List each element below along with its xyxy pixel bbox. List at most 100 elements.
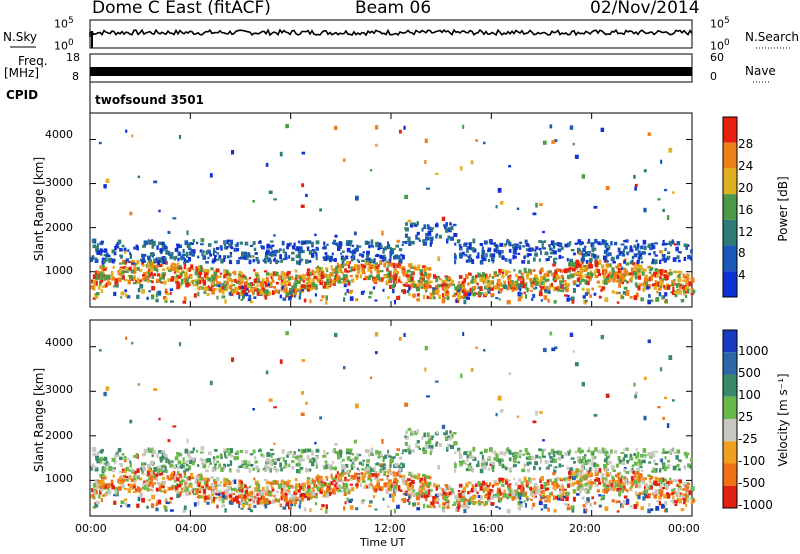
velocity-cell	[356, 475, 361, 480]
power-cell	[254, 278, 258, 283]
power-cell	[483, 276, 487, 281]
velocity-cell	[151, 483, 154, 488]
velocity-cell	[427, 439, 432, 445]
power-cell	[654, 280, 658, 285]
power-cell	[565, 287, 569, 293]
power-cell	[267, 244, 271, 248]
velocity-cell	[597, 477, 601, 482]
velocity-cell	[155, 465, 159, 469]
power-cell	[129, 254, 132, 260]
power-cell	[603, 273, 607, 276]
power-cell	[255, 256, 259, 262]
velocity-cell	[582, 504, 586, 508]
power-cell	[249, 289, 252, 293]
velocity-cell	[151, 470, 154, 473]
power-cell	[576, 247, 581, 251]
power-cell	[431, 294, 435, 297]
velocity-cell	[515, 482, 518, 486]
velocity-cell	[406, 478, 411, 482]
velocity-cell	[204, 496, 208, 500]
velocity-cell	[182, 465, 185, 468]
velocity-cell	[493, 479, 497, 483]
power-cell	[347, 281, 350, 286]
power-cell	[424, 282, 428, 286]
velocity-cell	[344, 464, 349, 468]
power-cell	[101, 257, 106, 262]
velocity-cell	[483, 485, 487, 490]
power-cell	[117, 277, 122, 283]
velocity-cell	[586, 449, 591, 453]
vel-cb-tick-100: 100	[738, 388, 761, 402]
velocity-cell	[549, 492, 553, 495]
velocity-cell	[412, 502, 416, 506]
velocity-cell	[429, 494, 432, 498]
power-cell	[302, 250, 305, 253]
velocity-cell	[570, 505, 575, 510]
velocity-cell	[174, 471, 177, 477]
velocity-cell	[377, 486, 381, 489]
power-cell	[690, 288, 694, 291]
power-cell	[519, 294, 523, 299]
power-cell	[357, 266, 361, 269]
power-cell	[373, 278, 376, 283]
power-cell	[269, 284, 272, 287]
power-cell	[618, 271, 621, 277]
velocity-cell	[160, 465, 164, 469]
velocity-cell	[94, 503, 99, 508]
velocity-cell	[141, 468, 144, 472]
velocity-cell	[459, 456, 462, 459]
power-cell	[491, 276, 495, 279]
velocity-cell	[132, 485, 136, 489]
velocity-cell	[267, 452, 271, 457]
velocity-cell	[258, 449, 262, 452]
velocity-cell	[501, 477, 505, 481]
velocity-cell	[603, 482, 607, 485]
velocity-cell	[577, 447, 582, 453]
power-cell	[676, 283, 680, 287]
power-cb-tick-24: 24	[738, 159, 754, 173]
power-cell	[269, 240, 274, 243]
velocity-cell	[651, 470, 655, 473]
power-cell	[552, 286, 556, 292]
velocity-cell	[434, 493, 439, 499]
power-cell	[196, 287, 199, 290]
velocity-cell	[398, 456, 403, 460]
velocity-cell	[277, 458, 281, 462]
power-cell	[629, 260, 633, 265]
velocity-cell	[416, 502, 420, 506]
velocity-cell	[314, 441, 317, 445]
power-cell	[368, 260, 372, 263]
power-cell	[556, 276, 560, 279]
velocity-cell	[553, 466, 555, 472]
power-cell	[279, 254, 282, 259]
power-cell	[601, 266, 604, 271]
velocity-cell	[401, 463, 405, 468]
power-cell	[244, 241, 249, 246]
velocity-cell	[669, 492, 673, 496]
power-cell	[509, 285, 512, 289]
velocity-cell	[560, 498, 565, 501]
power-cell	[288, 282, 291, 286]
velocity-cell	[623, 486, 626, 489]
power-cell	[167, 269, 172, 272]
velocity-cell	[239, 490, 243, 493]
power-cell	[553, 258, 555, 263]
power-cell	[389, 251, 393, 256]
power-cell	[282, 297, 287, 301]
power-cell	[199, 268, 204, 272]
power-cell	[300, 258, 304, 262]
power-cell	[153, 266, 157, 269]
power-cell	[538, 292, 543, 297]
power-cell	[185, 259, 190, 263]
velocity-cell	[300, 448, 305, 454]
power-cell	[321, 295, 325, 299]
velocity-cell	[114, 454, 117, 459]
power-cell	[374, 262, 378, 268]
velocity-cell	[541, 452, 544, 457]
power-cell	[190, 249, 195, 253]
power-cell	[491, 253, 496, 258]
velocity-cell	[517, 500, 521, 506]
power-cell	[335, 270, 339, 274]
velocity-cell	[618, 490, 621, 493]
power-cell	[162, 268, 166, 272]
